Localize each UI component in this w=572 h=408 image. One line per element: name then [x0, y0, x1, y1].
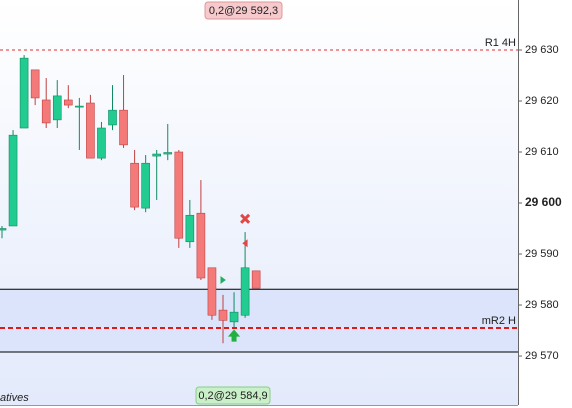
zone	[0, 289, 518, 352]
candle-body	[130, 162, 139, 208]
y-tick-label: 29 630	[525, 44, 559, 56]
candle-body	[64, 99, 73, 106]
bottom-price-label: 0,2@29 584,9	[198, 390, 267, 402]
candle-body	[196, 212, 206, 279]
y-tick-label: 29 580	[525, 299, 559, 311]
level-label: R1 4H	[485, 37, 516, 49]
candle-body	[185, 214, 195, 243]
top-price-label: 0,2@29 592,3	[209, 5, 278, 17]
y-tick-label: 29 620	[525, 95, 559, 107]
candle-body	[30, 69, 40, 99]
candle-body	[19, 57, 29, 129]
candle-body	[229, 311, 239, 323]
y-tick-label: 29 590	[525, 248, 559, 260]
candle-body	[152, 153, 161, 157]
candle-body	[119, 109, 128, 146]
level-label: mR2 H	[482, 315, 516, 327]
candle-body	[86, 102, 95, 159]
marker-cross	[240, 213, 251, 224]
candle-body	[75, 105, 84, 108]
marker-triangle-left	[242, 239, 248, 248]
y-tick-label: 29 570	[525, 350, 559, 362]
y-tick-label: 29 610	[525, 146, 559, 158]
candle-body	[207, 267, 217, 316]
candle-body	[163, 152, 173, 155]
candle-body	[141, 162, 150, 209]
candle-body	[97, 127, 106, 159]
bottom-price-box	[195, 386, 271, 405]
top-price-box	[204, 1, 283, 20]
candle-body	[218, 309, 228, 321]
candle-body	[174, 151, 184, 239]
candle-body	[251, 270, 261, 289]
y-tick-label: 29 600	[525, 195, 562, 209]
candle-body	[41, 99, 51, 124]
candle-body	[108, 109, 117, 126]
marker-triangle-right	[220, 276, 226, 285]
corner-text: atives	[0, 392, 29, 404]
candle-body	[8, 134, 18, 227]
candle-body	[240, 267, 250, 316]
candle-body	[52, 95, 62, 121]
candle-body	[0, 228, 7, 231]
marker-arrow-up	[227, 329, 241, 342]
